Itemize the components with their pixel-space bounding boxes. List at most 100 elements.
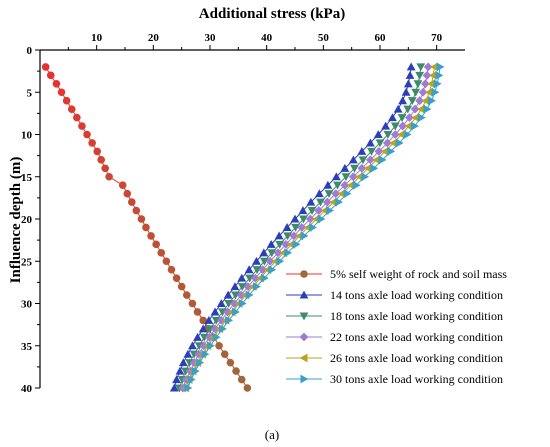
series-2	[169, 62, 416, 392]
series-4-point	[365, 155, 375, 165]
series-2-point	[216, 299, 226, 308]
series-3-point	[316, 198, 325, 207]
series-4-point	[258, 265, 268, 275]
series-6-point	[435, 70, 444, 80]
legend-marker	[299, 332, 309, 342]
series-3-point	[231, 291, 240, 300]
series-6-point	[184, 383, 193, 393]
series-1-point	[162, 257, 171, 266]
legend-item-5: 26 tons axle load working condition	[286, 351, 503, 365]
series-1-point	[182, 291, 191, 299]
figure-caption: (a)	[265, 427, 279, 442]
series-1-point	[57, 88, 66, 97]
series-3-point	[350, 164, 359, 173]
x-tick-label: 30	[205, 32, 217, 44]
series-2-point	[348, 155, 358, 164]
series-3-point	[260, 257, 269, 266]
series-2-point	[282, 223, 292, 231]
series-4-point	[398, 121, 408, 131]
x-tick-label: 10	[91, 32, 103, 44]
series-3-point	[367, 147, 376, 156]
x-tick-label: 60	[375, 32, 387, 44]
series-6-point	[411, 121, 419, 131]
series-4-point	[405, 113, 414, 122]
series-5-point	[372, 155, 381, 165]
series-6-point	[309, 223, 317, 232]
series-2-point	[274, 231, 284, 240]
series-5-point	[404, 121, 413, 131]
series-4-point	[410, 104, 420, 114]
series-1-point	[215, 341, 223, 350]
series-1-point	[118, 181, 127, 189]
y-tick-label: 40	[21, 383, 33, 395]
series-6-point	[361, 172, 370, 182]
series-2-point	[259, 248, 269, 257]
series-1-point	[52, 80, 61, 88]
series-1-point	[232, 367, 240, 375]
series-4-point	[210, 324, 220, 334]
series-5-point	[428, 70, 437, 80]
series-1-point	[243, 384, 252, 392]
series-2-point	[204, 316, 214, 324]
series-1-point	[93, 147, 102, 156]
series-2-point	[172, 375, 181, 384]
series-4-point	[297, 223, 307, 232]
series-3-point	[324, 190, 334, 199]
series-1-point	[172, 274, 181, 282]
series-5-point	[329, 197, 338, 207]
legend-label: 26 tons axle load working condition	[330, 351, 503, 365]
series-6-point	[352, 180, 361, 190]
series-3-point	[383, 130, 393, 139]
series-5-point	[411, 113, 420, 122]
series-3-point	[211, 316, 221, 325]
series-6-point	[335, 197, 344, 207]
y-tick-label: 35	[21, 341, 33, 353]
legend-item-2: 14 tons axle load working condition	[286, 288, 503, 302]
series-2-point	[388, 113, 397, 122]
series-2-point	[398, 96, 408, 105]
series-4-point	[229, 299, 239, 308]
series-6-point	[387, 147, 396, 156]
series-4-point	[420, 79, 430, 89]
series-4-point	[243, 282, 253, 291]
series-2-point	[252, 256, 261, 265]
series-6-point	[403, 130, 412, 139]
legend-label: 14 tons axle load working condition	[330, 288, 503, 302]
series-4-point	[415, 96, 425, 106]
series-6-point	[218, 324, 227, 334]
series-4-point	[322, 197, 332, 207]
series-6-point	[317, 214, 326, 224]
series-2-point	[188, 341, 197, 350]
legend-item-3: 18 tons axle load working condition	[286, 309, 503, 323]
series-2-point	[381, 121, 391, 130]
series-2-point	[237, 273, 247, 282]
series-2-point	[290, 214, 300, 223]
series-4-point	[423, 62, 433, 72]
series-4-point	[390, 130, 400, 139]
plot-area	[41, 62, 445, 393]
series-6-point	[284, 248, 293, 258]
legend-label: 30 tons axle load working condition	[330, 372, 503, 386]
series-6-point	[431, 87, 440, 97]
series-2-point	[401, 87, 411, 96]
y-tick-label: 0	[27, 45, 33, 57]
y-axis-title: Influence depth (m)	[8, 157, 24, 284]
series-5-point	[363, 163, 372, 173]
series-4-point	[265, 256, 275, 266]
series-2-point	[331, 172, 341, 181]
y-tick-label: 5	[27, 87, 33, 99]
series-6-point	[201, 349, 210, 359]
series-1-point	[62, 96, 71, 105]
x-tick-label: 40	[261, 32, 273, 44]
x-axis-title: Additional stress (kPa)	[199, 6, 345, 22]
series-6-point	[212, 332, 221, 342]
y-tick-label: 20	[21, 214, 33, 226]
series-2-point	[393, 104, 403, 113]
series-3-point	[390, 122, 400, 131]
series-3-point	[199, 333, 209, 342]
series-5-point	[389, 138, 398, 148]
series-6-point	[268, 265, 277, 275]
series-3-point	[224, 299, 234, 308]
series-1-point	[123, 189, 132, 198]
series-3-point	[407, 97, 417, 106]
